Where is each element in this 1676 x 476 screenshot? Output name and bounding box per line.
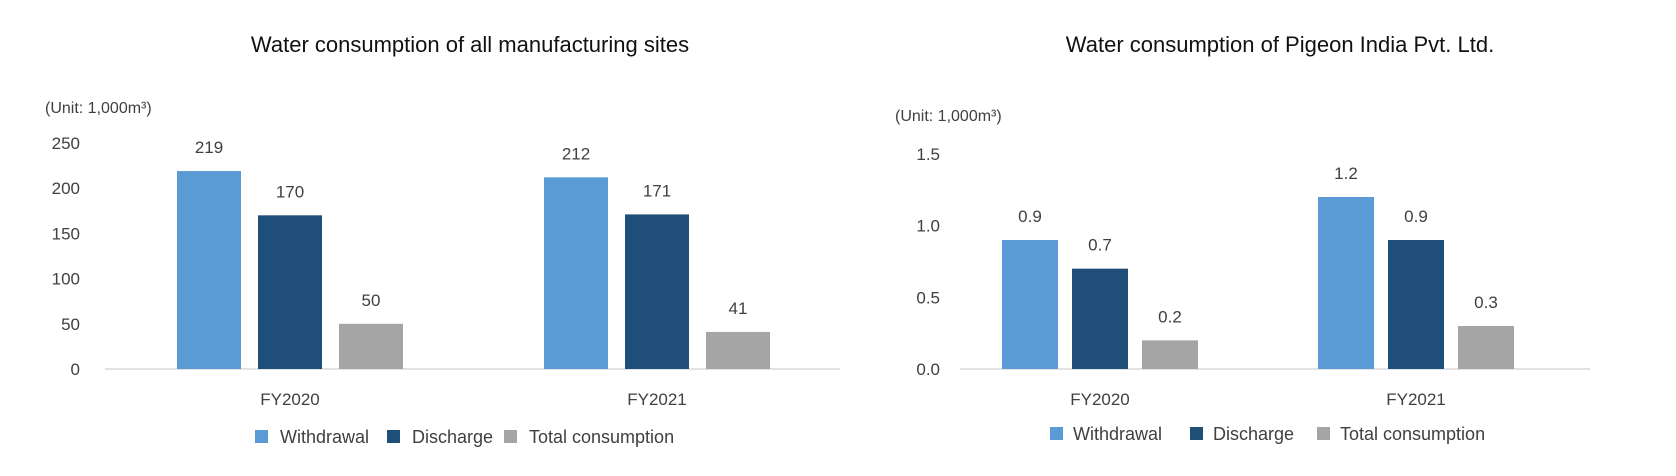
y-tick-label: 0.5 xyxy=(916,288,940,307)
data-label: 0.2 xyxy=(1158,307,1182,326)
data-label: 171 xyxy=(643,181,671,200)
data-label: 0.9 xyxy=(1404,207,1428,226)
x-tick-label: FY2021 xyxy=(1386,390,1446,409)
y-tick-label: 100 xyxy=(52,270,80,289)
unit-label: (Unit: 1,000m³) xyxy=(895,108,1002,125)
data-label: 212 xyxy=(562,144,590,163)
bar xyxy=(544,177,608,369)
legend-label: Withdrawal xyxy=(1073,424,1162,444)
bar xyxy=(1458,326,1514,369)
legend-label: Withdrawal xyxy=(280,427,369,447)
legend-swatch xyxy=(387,430,400,443)
bar xyxy=(1388,240,1444,369)
bar xyxy=(258,215,322,369)
legend-label: Discharge xyxy=(412,427,493,447)
bar xyxy=(1142,340,1198,369)
bar xyxy=(1072,268,1128,369)
legend-swatch xyxy=(504,430,517,443)
bar xyxy=(1318,197,1374,369)
chart-title: Water consumption of Pigeon India Pvt. L… xyxy=(1066,32,1494,57)
legend-label: Total consumption xyxy=(529,427,674,447)
data-label: 0.9 xyxy=(1018,207,1042,226)
y-tick-label: 200 xyxy=(52,179,80,198)
data-label: 50 xyxy=(362,291,381,310)
chart-all-manufacturing-sites: Water consumption of all manufacturing s… xyxy=(45,32,840,447)
y-tick-label: 150 xyxy=(52,224,80,243)
y-tick-label: 50 xyxy=(61,315,80,334)
data-label: 0.7 xyxy=(1088,236,1112,255)
bar xyxy=(1002,240,1058,369)
legend-label: Discharge xyxy=(1213,424,1294,444)
bar xyxy=(706,331,770,369)
x-tick-label: FY2021 xyxy=(627,390,687,409)
data-label: 0.3 xyxy=(1474,293,1498,312)
legend-swatch xyxy=(255,430,268,443)
legend-swatch xyxy=(1050,427,1063,440)
unit-label: (Unit: 1,000m³) xyxy=(45,100,152,117)
data-label: 170 xyxy=(276,182,304,201)
y-tick-label: 1.5 xyxy=(916,145,940,164)
legend-swatch xyxy=(1317,427,1330,440)
data-label: 219 xyxy=(195,138,223,157)
chart-title: Water consumption of all manufacturing s… xyxy=(251,32,689,57)
chart-pigeon-india: Water consumption of Pigeon India Pvt. L… xyxy=(895,32,1590,444)
bar xyxy=(339,323,403,369)
y-tick-label: 250 xyxy=(52,134,80,153)
y-tick-label: 0 xyxy=(71,360,80,379)
x-tick-label: FY2020 xyxy=(1070,390,1130,409)
y-tick-label: 0.0 xyxy=(916,360,940,379)
legend-swatch xyxy=(1190,427,1203,440)
y-tick-label: 1.0 xyxy=(916,217,940,236)
x-tick-label: FY2020 xyxy=(260,390,320,409)
data-label: 1.2 xyxy=(1334,164,1358,183)
data-label: 41 xyxy=(729,299,748,318)
legend-label: Total consumption xyxy=(1340,424,1485,444)
bar xyxy=(625,214,689,369)
bar xyxy=(177,171,241,369)
